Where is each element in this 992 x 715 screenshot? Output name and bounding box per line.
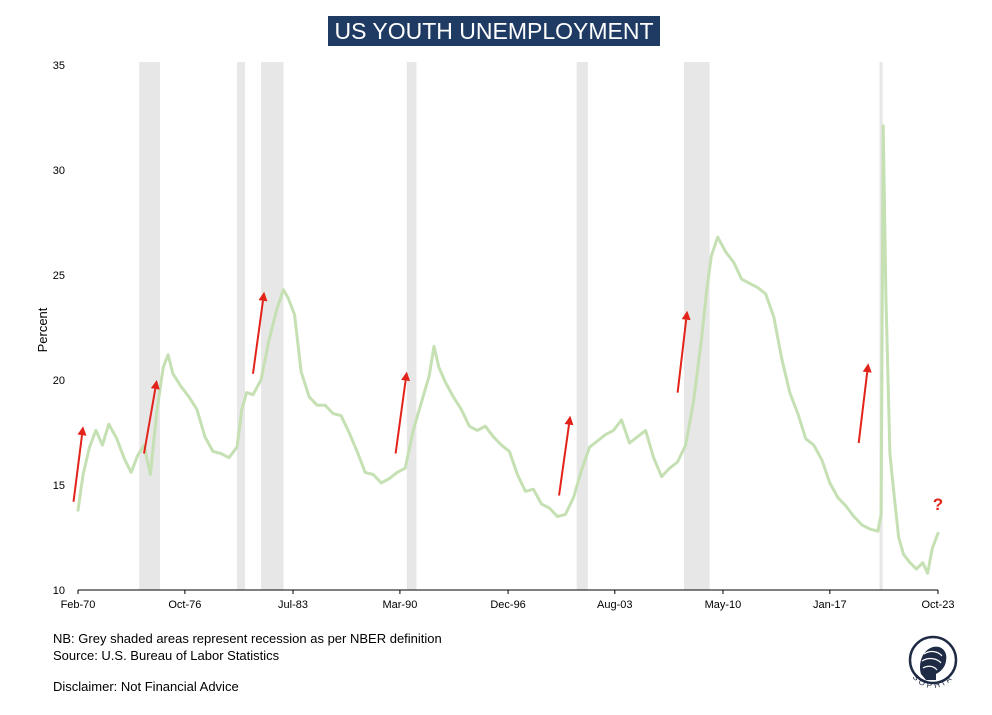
recession-band-1	[236, 62, 245, 590]
trend-arrow-0	[72, 426, 87, 502]
x-tick-label-7: Jan-17	[813, 599, 847, 611]
source-note: Source: U.S. Bureau of Labor Statistics	[53, 648, 280, 663]
series-line-0	[76, 124, 940, 575]
disclaimer-note: Disclaimer: Not Financial Advice	[53, 679, 239, 694]
y-tick-label-30: 30	[53, 165, 65, 177]
recession-shading	[139, 62, 883, 590]
axes: 10 15 20 25 30 35 Feb-70 Oct-76 Jul-83 Mar-90 Dec-…	[53, 60, 955, 611]
trend-arrow-4	[558, 415, 574, 496]
x-tick-label-4: Dec-96	[490, 599, 525, 611]
trend-arrow-6	[857, 363, 872, 444]
youth-unemployment-line	[76, 124, 940, 575]
y-tick-label-10: 10	[53, 585, 65, 597]
y-tick-label-20: 20	[53, 375, 65, 387]
x-tick-label-0: Feb-70	[61, 599, 96, 611]
trend-arrow-3	[394, 371, 411, 454]
recession-band-5	[684, 62, 710, 590]
x-tick-label-3: Mar-90	[382, 599, 417, 611]
y-tick-label-25: 25	[53, 270, 65, 282]
trend-arrows	[72, 291, 872, 502]
x-tick-label-1: Oct-76	[168, 599, 201, 611]
x-tick-label-8: Oct-23	[921, 599, 954, 611]
recession-band-4	[576, 62, 588, 590]
trend-arrow-5	[676, 310, 691, 393]
x-tick-label-2: Jul-83	[278, 599, 308, 611]
y-tick-label-35: 35	[53, 60, 65, 72]
x-tick-label-6: May-10	[705, 599, 742, 611]
trend-arrow-1	[143, 380, 160, 454]
chart-title: US YOUTH UNEMPLOYMENT	[328, 16, 660, 46]
recession-note: NB: Grey shaded areas represent recessio…	[53, 631, 442, 646]
recession-band-3	[406, 62, 417, 590]
x-tick-label-5: Aug-03	[597, 599, 632, 611]
sophia-logo: SOPHIA	[900, 630, 966, 696]
sophia-head-icon: SOPHIA	[908, 635, 958, 690]
recession-band-0	[139, 62, 161, 590]
y-axis-label: Percent	[35, 307, 50, 352]
trend-arrow-2	[251, 291, 268, 374]
y-tick-label-15: 15	[53, 480, 65, 492]
question-mark-annotation: ?	[933, 495, 943, 514]
